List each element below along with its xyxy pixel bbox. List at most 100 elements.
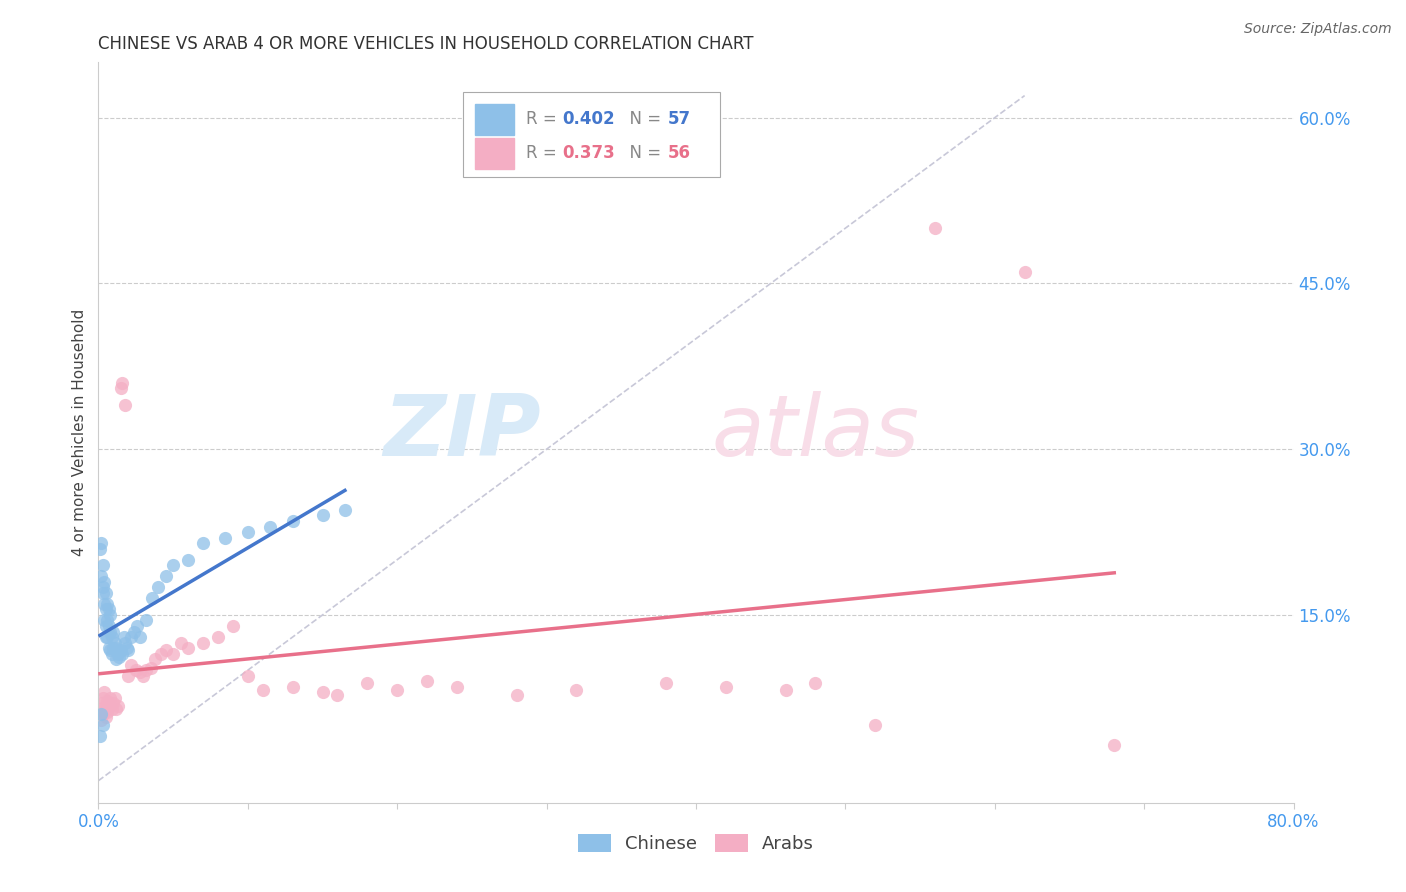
Point [94, 698, 117, 713]
Text: 56: 56 [668, 145, 690, 162]
Point [97, 602, 120, 616]
Point [311, 685, 333, 699]
Text: N =: N = [620, 111, 666, 128]
Point [96, 694, 118, 708]
Point [129, 665, 152, 680]
Bar [475, 103, 515, 135]
Point [924, 221, 946, 235]
Text: ZIP: ZIP [382, 391, 541, 475]
Point [96, 597, 118, 611]
Point [139, 661, 162, 675]
Point [214, 531, 236, 545]
Point [506, 688, 529, 702]
Legend: Chinese, Arabs: Chinese, Arabs [571, 827, 821, 861]
Point [114, 398, 136, 412]
Text: 57: 57 [668, 111, 690, 128]
Point [105, 652, 128, 666]
Point [108, 649, 131, 664]
Point [90, 536, 112, 550]
Point [124, 624, 146, 639]
Point [333, 503, 356, 517]
Point [311, 508, 333, 523]
Point [105, 641, 128, 656]
Point [110, 643, 132, 657]
Point [714, 680, 737, 694]
Point [93, 614, 115, 628]
Point [416, 674, 439, 689]
Point [93, 685, 115, 699]
Point [94, 586, 117, 600]
Point [101, 647, 124, 661]
Point [655, 676, 678, 690]
Point [90, 707, 112, 722]
Point [135, 663, 157, 677]
Point [1014, 265, 1036, 279]
Text: 0.373: 0.373 [562, 145, 614, 162]
Point [91, 690, 114, 705]
Point [98, 690, 122, 705]
Point [259, 519, 281, 533]
Point [97, 619, 120, 633]
Point [281, 514, 304, 528]
Point [90, 569, 112, 583]
Point [97, 641, 120, 656]
Point [98, 624, 122, 639]
Point [96, 630, 118, 644]
Point [356, 676, 378, 690]
Text: R =: R = [526, 111, 562, 128]
Point [565, 683, 588, 698]
Point [107, 698, 129, 713]
Point [93, 597, 115, 611]
Point [111, 376, 134, 390]
Point [89, 702, 111, 716]
Point [111, 647, 134, 661]
Point [110, 381, 132, 395]
Point [865, 718, 887, 732]
Text: CHINESE VS ARAB 4 OR MORE VEHICLES IN HOUSEHOLD CORRELATION CHART: CHINESE VS ARAB 4 OR MORE VEHICLES IN HO… [98, 35, 754, 53]
Point [101, 702, 124, 716]
Text: atlas: atlas [711, 391, 920, 475]
Point [89, 541, 111, 556]
Point [326, 688, 349, 702]
Point [98, 643, 122, 657]
Point [207, 630, 229, 644]
Point [775, 683, 797, 698]
Point [127, 619, 149, 633]
Point [98, 607, 122, 622]
Point [162, 558, 184, 573]
Point [125, 663, 148, 677]
Point [94, 619, 117, 633]
Point [132, 669, 155, 683]
Point [117, 643, 139, 657]
Point [103, 641, 125, 656]
Point [191, 536, 214, 550]
Point [236, 669, 259, 683]
Point [91, 580, 114, 594]
Point [129, 630, 152, 644]
Point [236, 524, 259, 539]
Point [112, 630, 135, 644]
FancyBboxPatch shape [463, 92, 720, 178]
Point [1104, 739, 1126, 753]
Point [281, 680, 304, 694]
Point [93, 705, 115, 719]
Point [115, 641, 138, 656]
Point [143, 652, 166, 666]
Point [103, 697, 125, 711]
Point [94, 709, 117, 723]
Point [446, 680, 468, 694]
Point [93, 574, 115, 589]
Point [101, 630, 124, 644]
Point [91, 558, 114, 573]
Point [103, 624, 125, 639]
Point [385, 683, 409, 698]
Point [162, 647, 184, 661]
Point [169, 635, 191, 649]
Point [141, 591, 163, 606]
Point [107, 647, 129, 661]
Point [91, 707, 114, 722]
Point [91, 718, 114, 732]
Point [120, 657, 142, 672]
Point [114, 635, 136, 649]
Point [94, 630, 117, 644]
